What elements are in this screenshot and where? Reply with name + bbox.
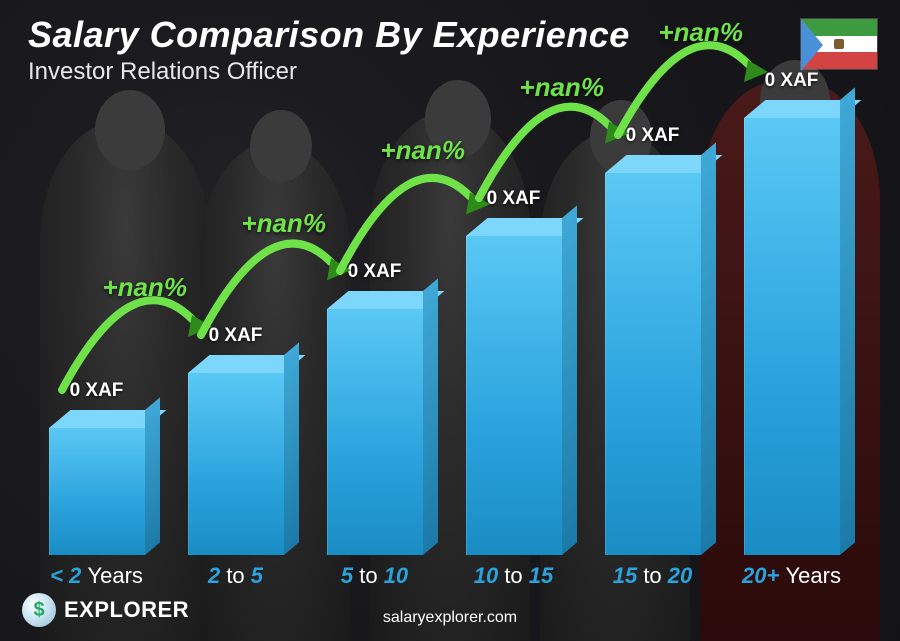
x-category-label: 15 to 20 — [592, 563, 713, 589]
bar-value-label: 0 XAF — [166, 325, 306, 347]
x-category-label: 10 to 15 — [453, 563, 574, 589]
growth-label: +nan% — [519, 72, 604, 103]
bar-column: 0 XAF+nan% — [314, 100, 435, 555]
x-categories-row: < 2 Years 2 to 5 5 to 10 10 to 15 15 to 20 20… — [30, 563, 858, 593]
bar-value-label: 0 XAF — [27, 380, 167, 402]
infographic-stage: Salary Comparison By Experience Investor… — [0, 0, 900, 641]
chart-title: Salary Comparison By Experience — [28, 14, 630, 56]
bar — [327, 309, 423, 555]
x-category: 2 to 5 — [175, 563, 296, 593]
x-category: 15 to 20 — [592, 563, 713, 593]
x-category-label: 20+ Years — [731, 563, 852, 589]
bar-value-label: 0 XAF — [722, 70, 862, 92]
growth-label: +nan% — [658, 17, 743, 48]
brand-footer: $ EXPLORER — [22, 593, 189, 627]
growth-label: +nan% — [380, 135, 465, 166]
growth-label: +nan% — [102, 272, 187, 303]
bar — [188, 373, 284, 555]
x-category: < 2 Years — [36, 563, 157, 593]
x-category-label: < 2 Years — [36, 563, 157, 589]
bar-value-label: 0 XAF — [444, 188, 584, 210]
country-flag — [800, 18, 878, 70]
growth-label: +nan% — [241, 208, 326, 239]
bar-column: 0 XAF+nan% — [592, 100, 713, 555]
bar-column: 0 XAF+nan% — [453, 100, 574, 555]
logo-icon: $ — [22, 593, 56, 627]
bar-column: 0 XAF — [36, 100, 157, 555]
bar — [605, 173, 701, 555]
bar-column: 0 XAF+nan% — [731, 100, 852, 555]
bar-value-label: 0 XAF — [583, 125, 723, 147]
bar-chart: 0 XAF0 XAF+nan%0 XAF+nan%0 XAF+nan%0 XAF… — [30, 100, 858, 555]
x-category: 5 to 10 — [314, 563, 435, 593]
x-category-label: 2 to 5 — [175, 563, 296, 589]
bars-container: 0 XAF0 XAF+nan%0 XAF+nan%0 XAF+nan%0 XAF… — [30, 100, 858, 555]
bar — [49, 428, 145, 555]
bar-value-label: 0 XAF — [305, 261, 445, 283]
brand-name: EXPLORER — [64, 597, 189, 623]
site-url: salaryexplorer.com — [383, 609, 517, 627]
x-category-label: 5 to 10 — [314, 563, 435, 589]
bar — [466, 236, 562, 555]
x-category: 10 to 15 — [453, 563, 574, 593]
bar-column: 0 XAF+nan% — [175, 100, 296, 555]
bar — [744, 118, 840, 555]
x-category: 20+ Years — [731, 563, 852, 593]
